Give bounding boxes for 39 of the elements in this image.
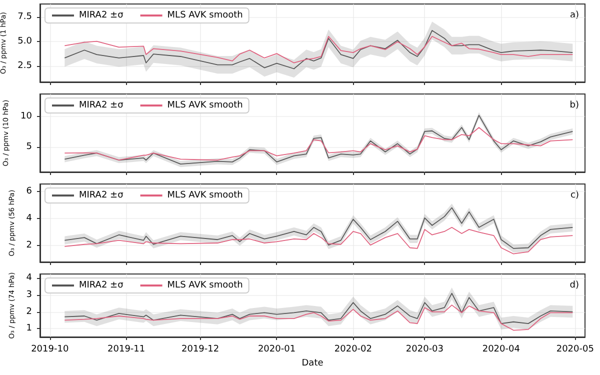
legend-label: MIRA2 ±σ <box>79 280 124 290</box>
x-tick-label: 2020-02 <box>334 344 372 354</box>
x-tick-label: 2019-10 <box>31 344 69 354</box>
legend-label: MIRA2 ±σ <box>79 100 124 110</box>
x-tick-label: 2019-12 <box>181 344 220 354</box>
annotation: d) <box>570 280 580 290</box>
legend-label: MLS AVK smooth <box>167 280 243 290</box>
annotation: a) <box>570 10 580 20</box>
y-tick-label: 5.0 <box>18 36 32 46</box>
y-tick-label: 5 <box>26 142 32 152</box>
line-series <box>64 127 574 161</box>
line-series <box>64 30 574 70</box>
line-series <box>64 304 574 331</box>
x-axis-title: Date <box>302 358 324 368</box>
y-tick-label: 4 <box>26 273 32 284</box>
legend-label: MLS AVK smooth <box>167 100 243 110</box>
y-tick-label: 7.5 <box>18 12 32 22</box>
x-tick-label: 2020-01 <box>258 344 296 354</box>
line-series <box>64 292 574 324</box>
annotation: c) <box>570 190 580 200</box>
legend-label: MLS AVK smooth <box>167 190 243 200</box>
y-tick-label: 2 <box>26 306 32 317</box>
x-tick-label: 2020-05 <box>556 344 594 354</box>
line-series <box>64 36 574 64</box>
y-tick-label: 6 <box>26 186 32 196</box>
annotation: b) <box>570 100 580 110</box>
x-tick-label: 2020-03 <box>406 344 444 354</box>
y-tick-label: 4 <box>26 214 32 224</box>
y-tick-label: 2.5 <box>18 60 32 71</box>
x-tick-label: 2019-11 <box>108 344 146 354</box>
y-tick-label: 2 <box>26 240 32 251</box>
y-tick-label: 1 <box>26 324 32 334</box>
legend-label: MIRA2 ±σ <box>79 10 124 20</box>
y-tick-label: 3 <box>26 290 32 300</box>
legend-label: MLS AVK smooth <box>167 10 243 20</box>
x-tick-label: 2020-04 <box>482 344 520 354</box>
legend-label: MIRA2 ±σ <box>79 190 124 200</box>
line-series <box>64 226 574 254</box>
y-tick-label: 10 <box>20 112 32 122</box>
